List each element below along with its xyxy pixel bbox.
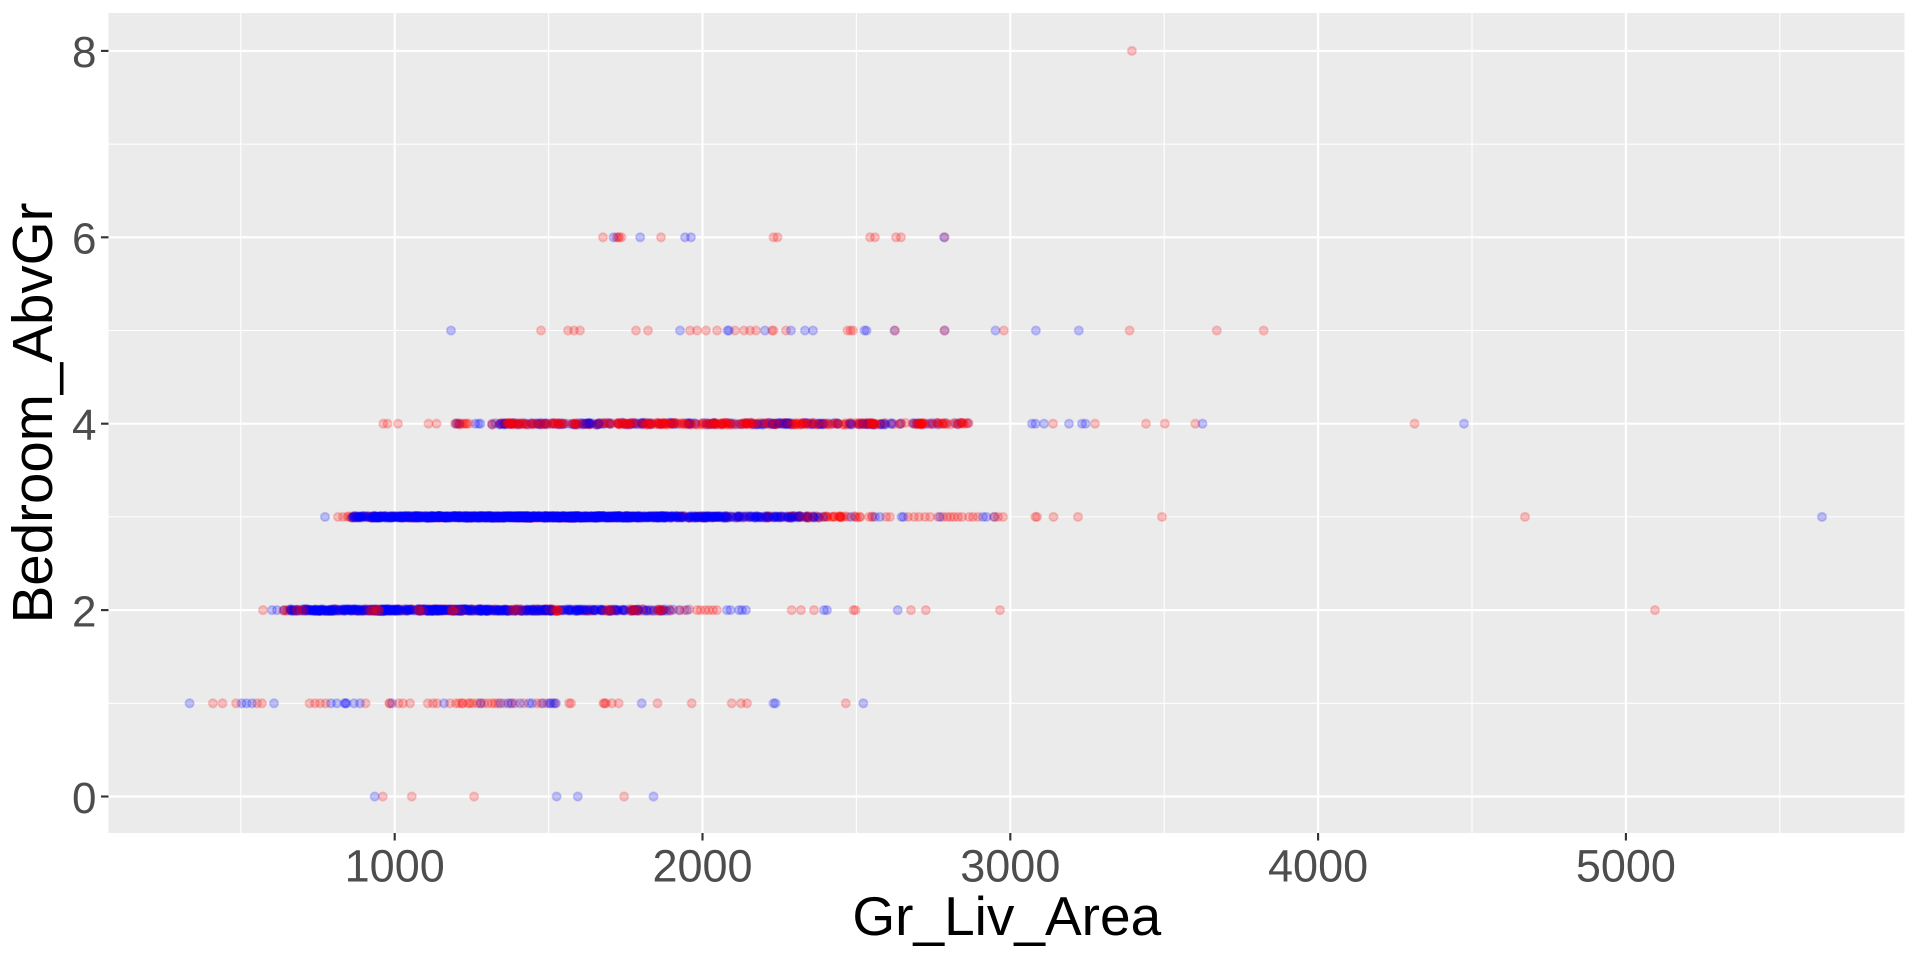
svg-text:8: 8 bbox=[72, 28, 96, 77]
svg-text:2000: 2000 bbox=[652, 841, 752, 892]
svg-text:Gr_Liv_Area: Gr_Liv_Area bbox=[852, 885, 1161, 947]
svg-text:6: 6 bbox=[72, 215, 96, 264]
svg-text:4000: 4000 bbox=[1268, 841, 1368, 892]
svg-text:0: 0 bbox=[72, 774, 96, 823]
svg-text:4: 4 bbox=[72, 401, 96, 450]
svg-text:Bedroom_AbvGr: Bedroom_AbvGr bbox=[1, 203, 64, 624]
svg-text:5000: 5000 bbox=[1576, 841, 1676, 892]
svg-text:1000: 1000 bbox=[345, 841, 445, 892]
svg-text:2: 2 bbox=[72, 587, 96, 636]
